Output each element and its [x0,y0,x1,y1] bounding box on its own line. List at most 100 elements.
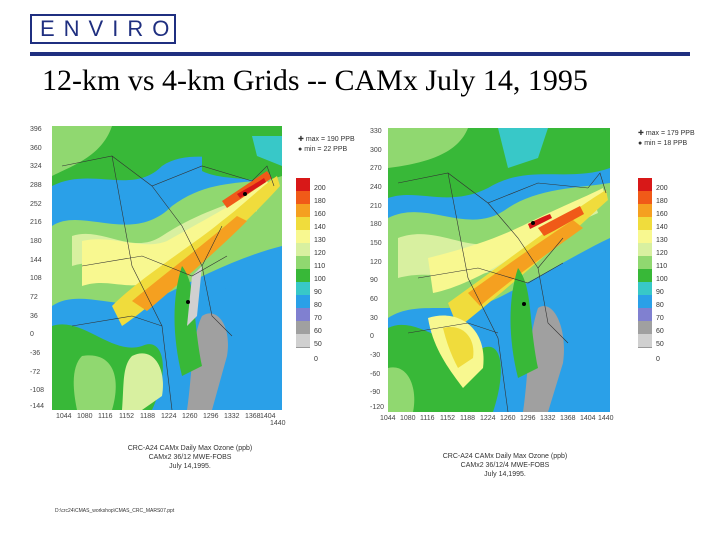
left-colorbar-label: 110 [314,263,326,270]
right-max-text: max = 179 PPB [645,130,695,137]
left-caption-line: July 14,1995. [169,463,211,470]
left-y-tick: 324 [30,163,42,170]
left-colorbar-label: 120 [314,250,326,257]
right-y-tick: 330 [370,128,382,135]
left-colorbar-swatch [296,204,310,217]
right-y-tick: 120 [370,259,382,266]
left-colorbar-label: 80 [314,302,322,309]
left-x-tick: 1152 [119,413,135,420]
right-colorbar-swatch [638,282,652,295]
right-colorbar-swatch [638,269,652,282]
left-y-tick: 288 [30,182,42,189]
left-x-tick: 1332 [224,413,240,420]
right-y-tick: 180 [370,221,382,228]
left-colorbar-swatch [296,269,310,282]
left-colorbar-swatch [296,347,310,361]
right-colorbar-swatch [638,230,652,243]
right-y-tick: 150 [370,240,382,247]
left-colorbar-label: 0 [314,356,318,363]
file-path: D:\crc24\CMAS_workshop\CMAS_CRC_MARS07.p… [55,508,175,514]
right-x-tick: 1260 [500,415,516,422]
right-y-tick: 0 [370,333,374,340]
right-colorbar [638,178,652,361]
right-colorbar-swatch [638,321,652,334]
left-max-label: ✚ max = 190 PPB [298,136,355,143]
left-colorbar-swatch [296,191,310,204]
left-x-tick: 1080 [77,413,93,420]
right-colorbar-swatch [638,243,652,256]
left-x-tick: 1044 [56,413,72,420]
left-colorbar-swatch [296,321,310,334]
left-x-tick: 1368 [245,413,261,420]
left-colorbar-label: 130 [314,237,326,244]
left-colorbar-label: 160 [314,211,326,218]
right-caption-line: CAMx2 36/12/4 MWE-FOBS [460,462,550,469]
left-colorbar-label: 60 [314,328,322,335]
right-x-tick: 1440 [598,415,614,422]
left-colorbar-label: 200 [314,185,326,192]
right-y-tick: -90 [370,389,381,396]
right-colorbar-swatch [638,191,652,204]
left-y-tick: 180 [30,238,42,245]
left-colorbar-swatch [296,295,310,308]
right-y-tick: 270 [370,165,382,172]
left-colorbar-label: 70 [314,315,322,322]
right-y-tick: 300 [370,147,382,154]
left-x-tick: 1188 [140,413,156,420]
left-y-tick: 36 [30,313,38,320]
right-y-tick: -120 [370,404,385,411]
left-caption-line: CAMx2 36/12 MWE-FOBS [148,454,232,461]
left-colorbar-swatch [296,178,310,191]
right-x-tick: 1224 [480,415,496,422]
right-colorbar-label: 140 [656,224,668,231]
left-colorbar [296,178,310,361]
right-x-tick: 1332 [540,415,556,422]
right-colorbar-label: 200 [656,185,668,192]
right-x-tick: 1404 [580,415,596,422]
left-colorbar-swatch [296,243,310,256]
right-colorbar-swatch [638,295,652,308]
left-min-label: ● min = 22 PPB [298,146,348,153]
right-x-tick: 1116 [420,415,435,422]
right-min-text: min = 18 PPB [644,140,688,147]
left-colorbar-swatch [296,334,310,347]
left-y-tick: 0 [30,331,34,338]
left-y-tick: -144 [30,403,45,410]
right-colorbar-label: 70 [656,315,664,322]
left-x-tick: 1116 [98,413,113,420]
right-colorbar-label: 130 [656,237,668,244]
right-y-tick: -60 [370,371,381,378]
right-colorbar-label: 50 [656,341,664,348]
right-y-tick: 210 [370,203,382,210]
right-max-label: ✚ max = 179 PPB [638,130,695,137]
right-colorbar-swatch [638,256,652,269]
right-colorbar-swatch [638,308,652,321]
left-y-tick: 360 [30,145,42,152]
right-min-label: ● min = 18 PPB [638,140,688,147]
right-caption-line: July 14,1995. [484,471,526,478]
left-y-tick: 108 [30,275,42,282]
left-y-tick: 216 [30,219,42,226]
left-x-tick: 1296 [203,413,219,420]
left-x-tick: 1404 [260,413,276,420]
right-x-tick: 1188 [460,415,476,422]
right-colorbar-label: 110 [656,263,668,270]
right-colorbar-swatch [638,204,652,217]
right-x-tick: 1044 [380,415,396,422]
right-ozone-map [388,128,610,413]
left-ozone-map [52,126,282,411]
left-x-tick: 1440 [270,420,286,427]
left-y-tick: -108 [30,387,45,394]
right-colorbar-label: 120 [656,250,668,257]
right-x-tick: 1080 [400,415,416,422]
left-y-tick: 252 [30,201,42,208]
right-caption: CRC-A24 CAMx Daily Max Ozone (ppb) CAMx2… [420,452,590,479]
right-y-tick: 90 [370,277,378,284]
right-colorbar-swatch [638,334,652,347]
right-y-tick: 240 [370,184,382,191]
right-colorbar-swatch [638,347,652,361]
left-y-tick: 396 [30,126,42,133]
left-colorbar-swatch [296,230,310,243]
left-colorbar-swatch [296,282,310,295]
right-colorbar-label: 180 [656,198,668,205]
